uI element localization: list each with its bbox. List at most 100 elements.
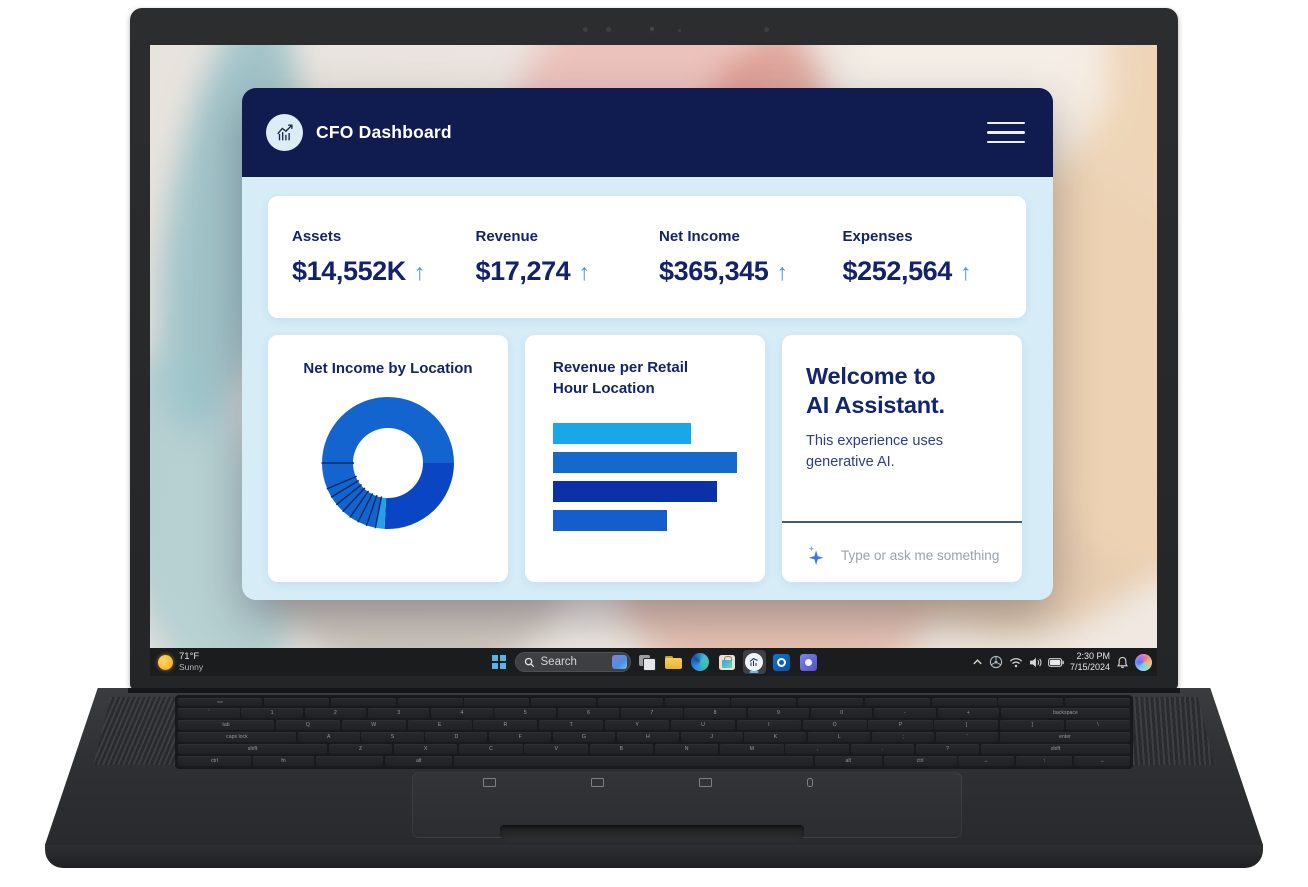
key: N	[654, 743, 719, 754]
sun-icon	[158, 654, 173, 670]
wifi-icon[interactable]	[1009, 657, 1023, 668]
weather-temp: 71°F	[179, 650, 200, 662]
active-app-indicator	[749, 670, 759, 673]
outlook-button[interactable]	[770, 650, 793, 674]
task-view-button[interactable]	[635, 650, 658, 674]
key: esc	[178, 698, 263, 706]
dashboard-cards-row: Net Income by Location Revenue per Retai…	[268, 335, 1022, 582]
space-key	[454, 755, 813, 766]
key: 6	[557, 707, 620, 718]
base-front-edge	[45, 845, 1263, 868]
key: D	[425, 731, 488, 742]
donut-slice	[336, 485, 365, 512]
sensor-dot	[583, 27, 588, 32]
assistant-input[interactable]: Type or ask me something	[806, 531, 1008, 579]
weather-widget[interactable]: 71°F Sunny	[158, 650, 204, 673]
key: R	[473, 719, 538, 730]
search-box[interactable]: Search	[514, 652, 631, 672]
edge-browser-button[interactable]	[689, 650, 712, 674]
teams-button[interactable]	[797, 650, 820, 674]
donut-slice-separator	[365, 494, 378, 527]
key: \	[1065, 719, 1131, 730]
key	[597, 698, 663, 706]
key: V	[524, 743, 588, 754]
key	[1065, 698, 1130, 706]
key	[731, 698, 797, 706]
chart-logo-icon	[276, 124, 293, 140]
kpi-column: Assets $14,552K ↑	[292, 228, 476, 287]
tray-date: 7/15/2024	[1069, 662, 1110, 672]
app-body: Assets $14,552K ↑ Revenue $17,274 ↑ Net Income…	[242, 177, 1053, 600]
battery-icon[interactable]	[1048, 657, 1064, 667]
key: 5	[494, 707, 556, 718]
taskbar-center: Search	[488, 648, 820, 676]
file-explorer-button[interactable]	[662, 650, 685, 674]
key: ;	[872, 731, 935, 742]
kpi-label: Revenue	[475, 227, 539, 245]
net-income-by-location-card: Net Income by Location	[268, 335, 508, 582]
key: '	[935, 731, 998, 742]
kpi-value: $365,345	[659, 255, 769, 286]
laptop-deck: esc ` 1 2 3 4 5 6 7 8 9 0- + backspace tab Q W E R T Y U I O P[]…	[44, 688, 1264, 845]
donut-slice-separator	[342, 487, 366, 513]
donut-slice	[322, 397, 454, 463]
key	[397, 698, 463, 706]
ai-assistant-card: Welcome to AI Assistant. This experience…	[782, 335, 1022, 582]
key	[998, 698, 1064, 706]
key: .	[850, 743, 914, 754]
key: backspace	[1000, 707, 1131, 718]
lid-lift-notch	[500, 825, 804, 842]
kpi-column: Revenue $17,274 ↑	[476, 228, 660, 287]
hamburger-menu-icon[interactable]	[987, 121, 1025, 144]
camera-toggle-icon	[591, 778, 604, 787]
microsoft-store-button[interactable]	[716, 650, 739, 674]
folder-icon	[664, 655, 682, 669]
key: alt	[385, 755, 453, 766]
weather-condition: Sunny	[179, 661, 204, 672]
touchpad-collab-icons	[483, 778, 813, 787]
sensor-dot	[606, 27, 611, 32]
start-button[interactable]	[488, 650, 511, 674]
cfo-dashboard-app-button[interactable]	[742, 650, 766, 674]
notification-bell-icon[interactable]	[1116, 656, 1129, 669]
donut-slice-separator	[326, 475, 357, 490]
tray-chevron-up-icon[interactable]	[972, 658, 983, 666]
key	[664, 698, 730, 706]
sensor-dot	[764, 27, 769, 32]
key: →	[1073, 755, 1130, 766]
search-highlight-thumbnail	[611, 655, 627, 669]
key: ?	[915, 743, 980, 754]
donut-slice	[350, 491, 373, 522]
keyboard: esc ` 1 2 3 4 5 6 7 8 9 0- + backspace tab Q W E R T Y U I O P[]…	[175, 695, 1133, 769]
copilot-icon[interactable]	[1135, 653, 1152, 671]
key: ]	[1000, 719, 1065, 730]
clock-widget[interactable]: 2:30 PM 7/15/2024	[1070, 651, 1110, 674]
trend-up-arrow-icon: ↑	[413, 258, 426, 285]
volume-icon[interactable]	[1029, 657, 1042, 668]
key: shift	[981, 743, 1131, 754]
keyboard-row: caps lock A S D F G H J K L; ' enter	[178, 731, 1131, 742]
keyboard-row: shift Z X C V B N M,.? shift	[178, 743, 1131, 754]
assistant-divider	[782, 521, 1022, 523]
keyboard-row: ctrl fn alt alt ctrl ← ↑ →	[178, 755, 1130, 766]
revenue-per-retail-hour-card: Revenue per Retail Hour Location	[525, 335, 765, 582]
kpi-label: Assets	[292, 227, 342, 245]
assistant-heading: Welcome to AI Assistant.	[806, 363, 945, 419]
teams-icon	[799, 653, 817, 671]
windows-logo-icon	[492, 655, 506, 669]
key: P	[868, 719, 933, 730]
key: A	[297, 731, 360, 742]
key: shift	[178, 743, 328, 754]
donut-slice	[331, 481, 361, 505]
mute-icon	[807, 778, 813, 787]
bar-chart-title: Revenue per Retail Hour Location	[553, 359, 689, 397]
key: 3	[367, 707, 430, 718]
key: [	[934, 719, 999, 730]
app-header: CFO Dashboard	[242, 88, 1053, 177]
key: J	[680, 731, 743, 742]
kpi-column: Expenses $252,564 ↑	[843, 228, 1027, 287]
key: enter	[999, 731, 1131, 742]
bar	[553, 510, 667, 531]
key: M	[720, 743, 784, 754]
tray-app-icon[interactable]	[989, 655, 1003, 669]
